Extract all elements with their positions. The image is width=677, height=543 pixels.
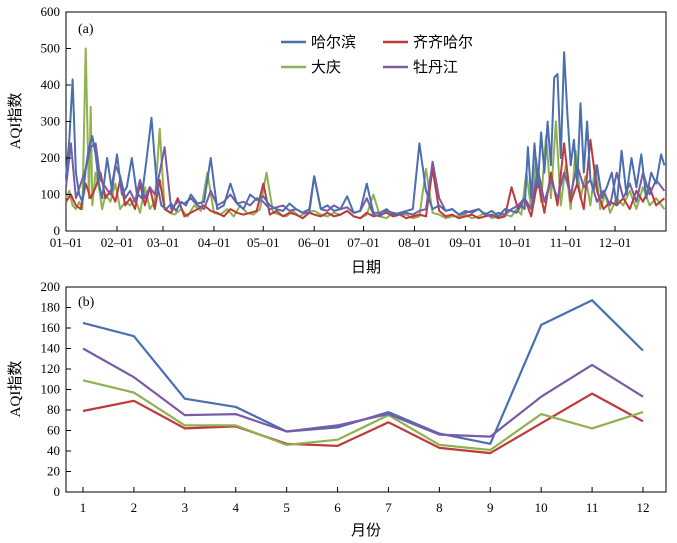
y-tick-label: 0 <box>54 484 61 499</box>
y-tick-label: 120 <box>41 361 61 376</box>
x-tick-label: 10 <box>535 500 548 515</box>
y-tick-label: 600 <box>41 4 61 19</box>
legend-label-harbin: 哈尔滨 <box>311 34 356 51</box>
x-tick-label: 05–01 <box>247 235 280 250</box>
legend-label-qiqihar: 齐齐哈尔 <box>413 34 473 51</box>
panel-a-y-ticks: 0 100 200 300 400 500 600 <box>41 4 71 238</box>
y-tick-label: 160 <box>41 320 61 335</box>
y-tick-label: 300 <box>41 114 61 129</box>
x-tick-label: 12 <box>637 500 650 515</box>
panel-b-y-ticks: 0 20 40 60 80 100 120 140 160 180 200 <box>41 279 71 499</box>
series-line-mudanjiang <box>82 347 644 438</box>
panel-b-series-group <box>82 299 644 455</box>
panel-b-x-ticks: 1 2 3 4 5 6 7 8 9 10 11 12 <box>80 487 650 515</box>
panel-b-label: (b) <box>78 295 95 310</box>
series-line-qiqihar <box>65 138 666 220</box>
panel-a-x-ticks: 01–01 02–01 03–01 04–01 05–01 06–01 07–01 08–01… <box>50 226 632 250</box>
panel-a-x-axis-label: 日期 <box>351 259 381 276</box>
series-line-daqing <box>82 379 644 452</box>
x-tick-label: 08–01 <box>398 235 431 250</box>
legend-label-daqing: 大庆 <box>311 59 341 76</box>
x-tick-label: 3 <box>182 500 189 515</box>
panel-a-label: (a) <box>78 22 94 37</box>
series-line-qiqihar <box>82 392 644 455</box>
x-tick-label: 6 <box>334 500 341 515</box>
y-tick-label: 60 <box>47 423 60 438</box>
x-tick-label: 9 <box>487 500 494 515</box>
x-tick-label: 12–01 <box>599 235 632 250</box>
panel-b-x-axis-label: 月份 <box>351 522 381 539</box>
x-tick-label: 03–01 <box>147 235 180 250</box>
panel-b-y-axis-label: AQI指数 <box>7 361 24 418</box>
series-line-harbin <box>65 51 666 218</box>
x-tick-label: 10–01 <box>499 235 532 250</box>
x-tick-label: 1 <box>80 500 87 515</box>
panel-a-legend: 哈尔滨 齐齐哈尔 大庆 牡丹江 <box>281 34 473 76</box>
y-tick-label: 200 <box>41 279 61 294</box>
y-tick-label: 20 <box>47 464 60 479</box>
x-tick-label: 06–01 <box>298 235 331 250</box>
x-tick-label: 11 <box>586 500 599 515</box>
legend-label-mudanjiang: 牡丹江 <box>413 59 458 76</box>
x-tick-label: 4 <box>232 500 239 515</box>
y-tick-label: 80 <box>47 402 60 417</box>
x-tick-label: 01–01 <box>50 235 83 250</box>
y-tick-label: 0 <box>54 223 61 238</box>
x-tick-label: 8 <box>436 500 443 515</box>
y-tick-label: 180 <box>41 300 61 315</box>
y-tick-label: 400 <box>41 77 61 92</box>
x-tick-label: 5 <box>283 500 290 515</box>
x-tick-label: 11–01 <box>550 235 582 250</box>
y-tick-label: 100 <box>41 187 61 202</box>
x-tick-label: 7 <box>385 500 392 515</box>
series-line-mudanjiang <box>65 142 666 218</box>
x-tick-label: 09–01 <box>449 235 482 250</box>
series-line-harbin <box>82 299 644 445</box>
y-tick-label: 100 <box>41 382 61 397</box>
y-tick-label: 500 <box>41 41 61 56</box>
x-tick-label: 02–01 <box>101 235 134 250</box>
panel-a-daily-aqi: 0 100 200 300 400 500 600 01–01 02–01 03–01 04–01… <box>7 4 667 276</box>
y-tick-label: 200 <box>41 150 61 165</box>
panel-a-y-axis-label: AQI指数 <box>7 93 24 150</box>
x-tick-label: 07–01 <box>347 235 380 250</box>
x-tick-label: 2 <box>131 500 138 515</box>
y-tick-label: 140 <box>41 341 61 356</box>
x-tick-label: 04–01 <box>198 235 231 250</box>
panel-b-plot-frame <box>65 286 667 493</box>
panel-a-series-group <box>65 47 666 220</box>
y-tick-label: 40 <box>47 443 60 458</box>
